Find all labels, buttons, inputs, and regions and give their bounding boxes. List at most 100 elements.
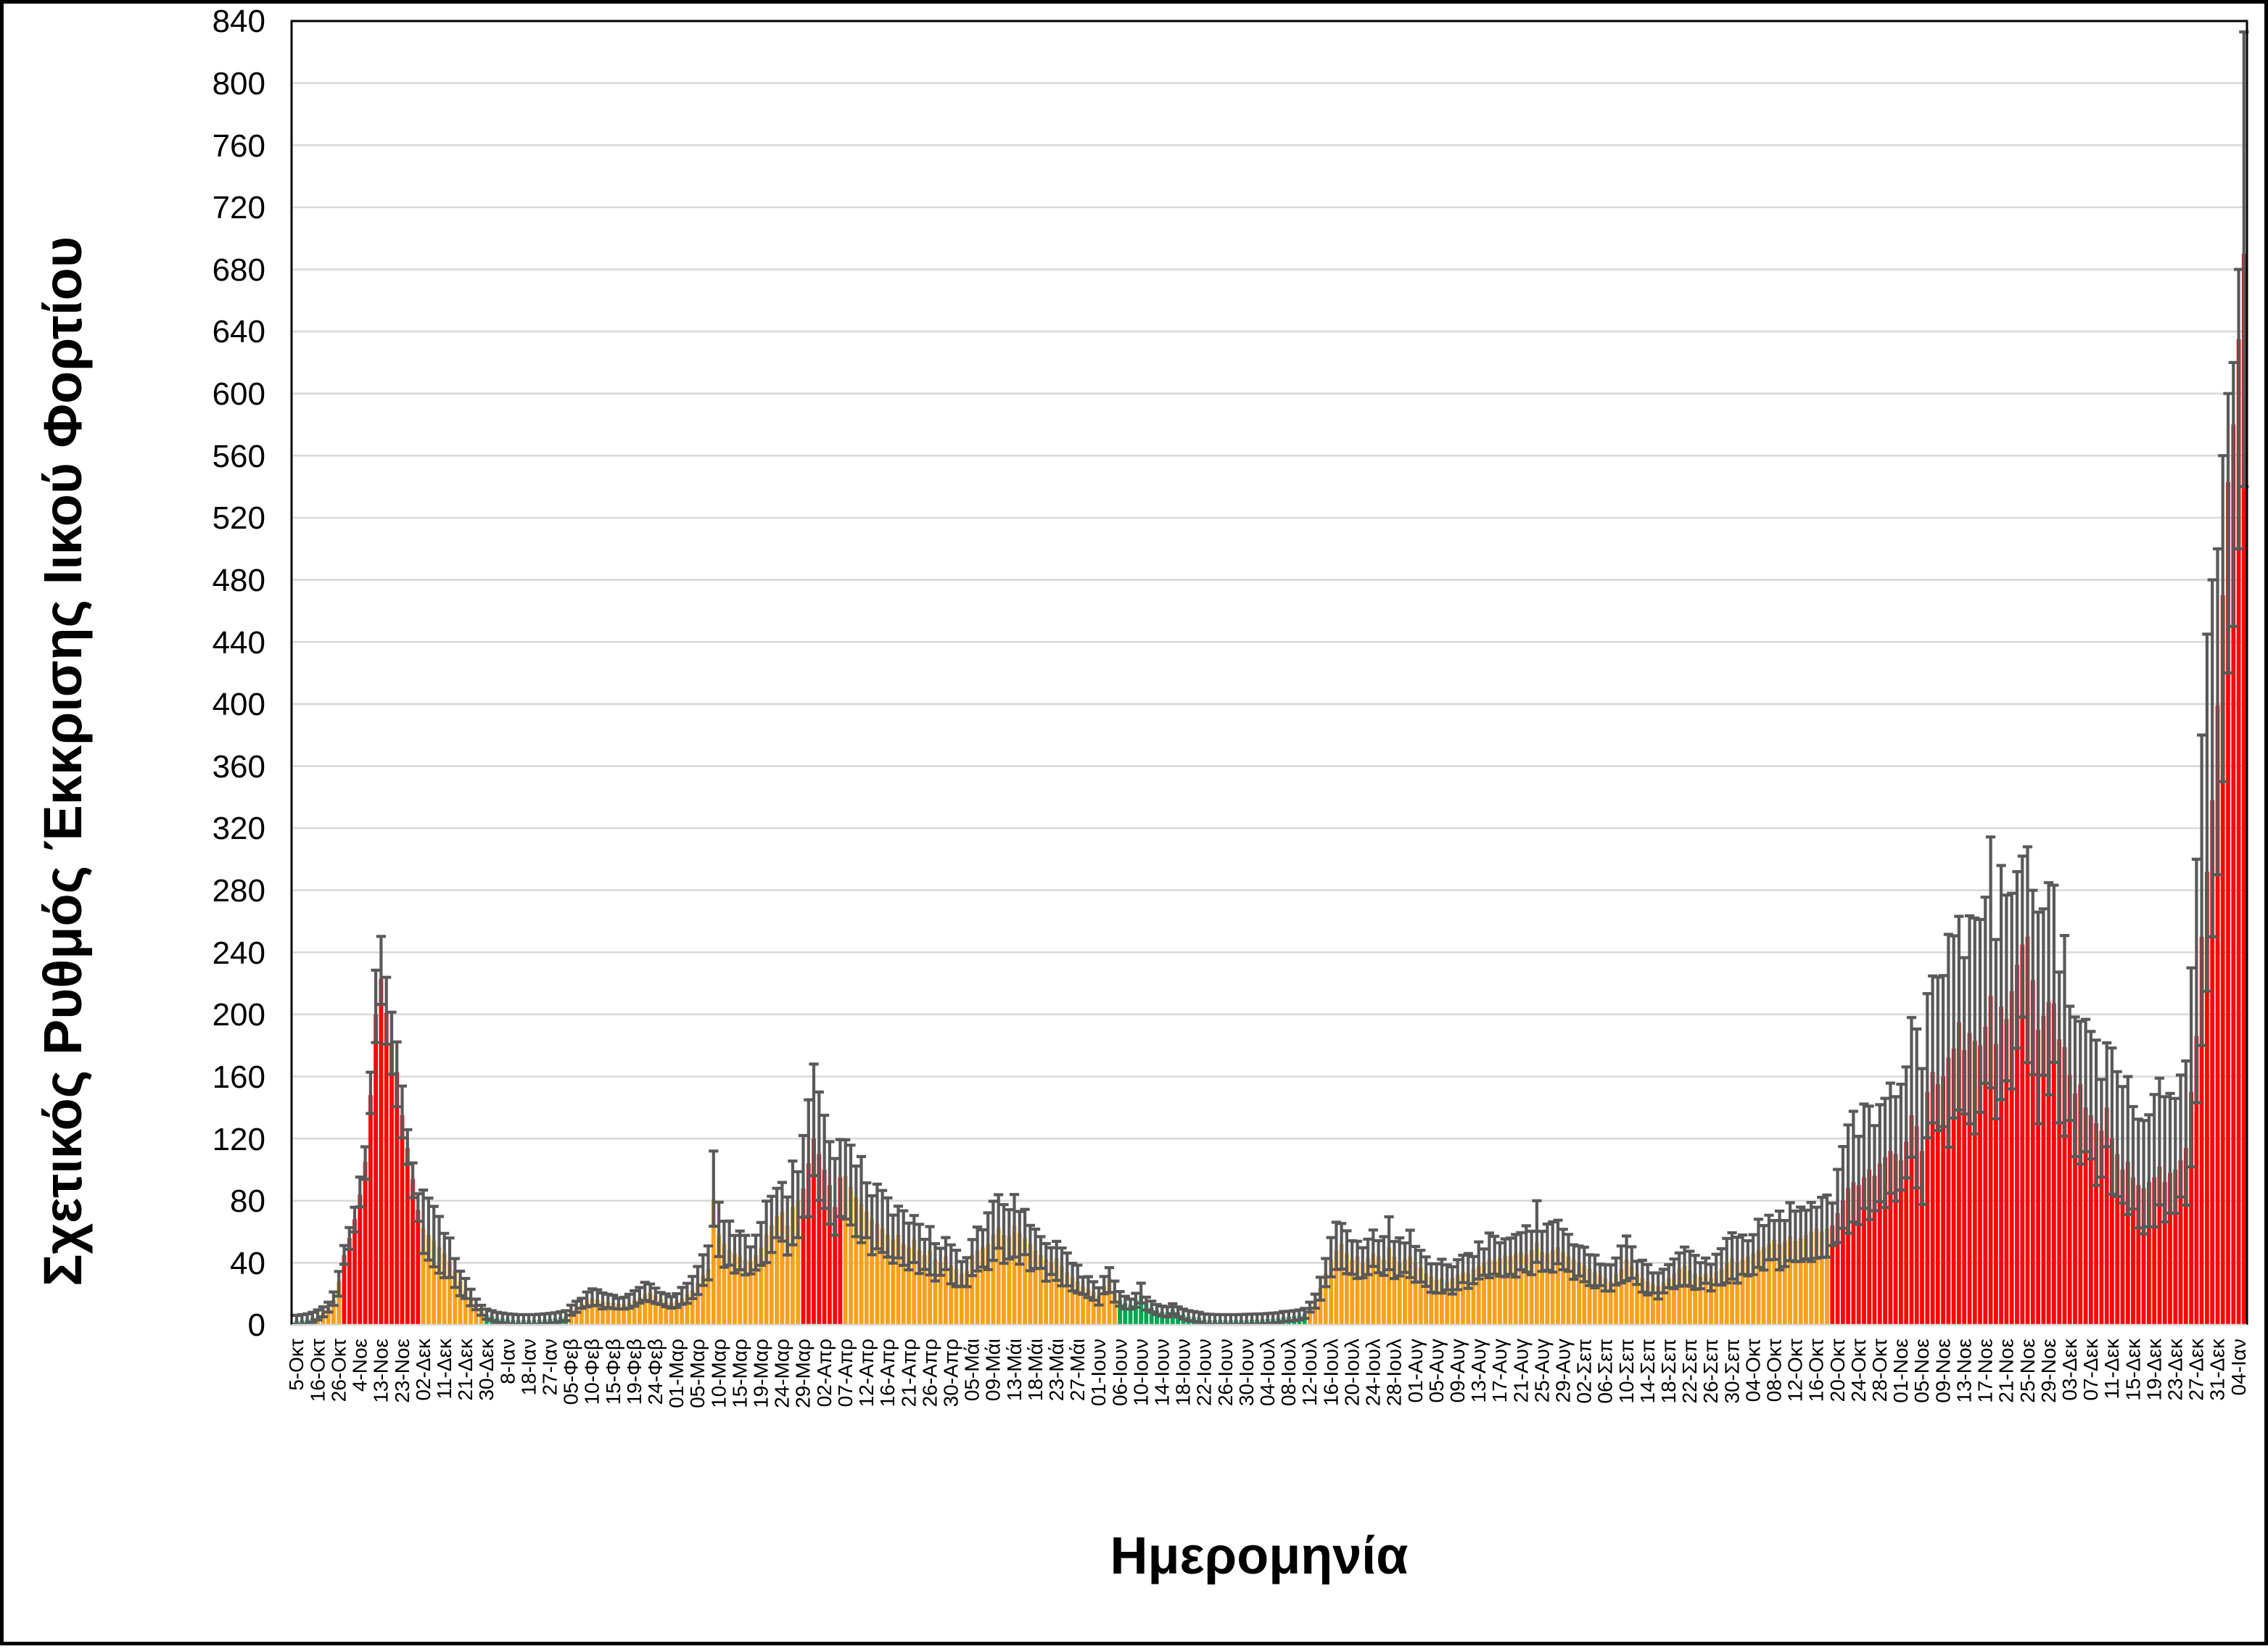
svg-text:28-Οκτ: 28-Οκτ bbox=[1868, 1339, 1891, 1402]
svg-text:13-Αυγ: 13-Αυγ bbox=[1467, 1339, 1490, 1402]
svg-text:29-Νοε: 29-Νοε bbox=[2037, 1339, 2060, 1403]
svg-text:27-Μάι: 27-Μάι bbox=[1066, 1339, 1089, 1401]
svg-text:02-Σεπ: 02-Σεπ bbox=[1573, 1339, 1596, 1404]
svg-text:24-Μαρ: 24-Μαρ bbox=[771, 1339, 793, 1408]
svg-text:01-Μαρ: 01-Μαρ bbox=[665, 1339, 688, 1408]
svg-text:23-Δεκ: 23-Δεκ bbox=[2164, 1338, 2187, 1401]
svg-text:360: 360 bbox=[213, 749, 265, 785]
svg-text:05-Φεβ: 05-Φεβ bbox=[560, 1339, 582, 1405]
svg-text:Σχετικός Ρυθμός Έκκρισης Ιικού: Σχετικός Ρυθμός Έκκρισης Ιικού Φορτίου bbox=[33, 236, 93, 1286]
svg-text:21-Απρ: 21-Απρ bbox=[897, 1339, 920, 1407]
svg-text:10-Μαρ: 10-Μαρ bbox=[707, 1339, 730, 1408]
svg-text:19-Μαρ: 19-Μαρ bbox=[750, 1339, 772, 1408]
svg-text:19-Φεβ: 19-Φεβ bbox=[623, 1339, 646, 1405]
svg-text:06-Σεπ: 06-Σεπ bbox=[1594, 1339, 1617, 1404]
svg-text:160: 160 bbox=[213, 1059, 265, 1095]
svg-text:20-Οκτ: 20-Οκτ bbox=[1826, 1339, 1849, 1402]
svg-text:21-Δεκ: 21-Δεκ bbox=[454, 1338, 477, 1401]
svg-text:26-Οκτ: 26-Οκτ bbox=[327, 1339, 350, 1402]
svg-text:440: 440 bbox=[213, 625, 265, 661]
svg-text:29-Μαρ: 29-Μαρ bbox=[792, 1339, 815, 1408]
svg-text:09-Νοε: 09-Νοε bbox=[1931, 1339, 1954, 1403]
svg-text:600: 600 bbox=[213, 376, 265, 412]
svg-text:760: 760 bbox=[213, 128, 265, 164]
svg-text:24-Φεβ: 24-Φεβ bbox=[644, 1339, 667, 1405]
svg-text:01-Νοε: 01-Νοε bbox=[1889, 1339, 1912, 1403]
svg-text:640: 640 bbox=[213, 314, 265, 350]
svg-text:560: 560 bbox=[213, 439, 265, 474]
svg-text:26-Απρ: 26-Απρ bbox=[918, 1339, 941, 1407]
svg-text:26-Σεπ: 26-Σεπ bbox=[1699, 1339, 1722, 1404]
svg-text:31-Δεκ: 31-Δεκ bbox=[2206, 1338, 2229, 1401]
svg-text:04-Ιαν: 04-Ιαν bbox=[2227, 1339, 2250, 1395]
svg-text:320: 320 bbox=[213, 811, 265, 846]
svg-text:08-Ιουλ: 08-Ιουλ bbox=[1277, 1339, 1300, 1406]
svg-text:25-Νοε: 25-Νοε bbox=[2016, 1339, 2039, 1403]
svg-text:04-Ιουλ: 04-Ιουλ bbox=[1256, 1339, 1279, 1406]
svg-text:19-Δεκ: 19-Δεκ bbox=[2143, 1338, 2165, 1401]
svg-text:12-Οκτ: 12-Οκτ bbox=[1784, 1339, 1807, 1402]
svg-text:16-Οκτ: 16-Οκτ bbox=[1805, 1339, 1828, 1402]
svg-text:18-Ιουν: 18-Ιουν bbox=[1172, 1339, 1195, 1406]
svg-text:07-Δεκ: 07-Δεκ bbox=[2079, 1338, 2102, 1401]
svg-text:240: 240 bbox=[213, 935, 265, 971]
svg-text:18-Σεπ: 18-Σεπ bbox=[1657, 1339, 1680, 1404]
svg-text:4-Νοε: 4-Νοε bbox=[349, 1339, 371, 1392]
svg-text:13-Μάι: 13-Μάι bbox=[1003, 1339, 1026, 1401]
svg-text:18-Ιαν: 18-Ιαν bbox=[517, 1339, 540, 1395]
svg-text:720: 720 bbox=[213, 190, 265, 226]
svg-text:21-Νοε: 21-Νοε bbox=[1995, 1339, 2018, 1403]
svg-text:02-Δεκ: 02-Δεκ bbox=[412, 1338, 434, 1401]
svg-text:12-Ιουλ: 12-Ιουλ bbox=[1298, 1339, 1321, 1406]
svg-text:10-Σεπ: 10-Σεπ bbox=[1615, 1339, 1638, 1404]
svg-text:520: 520 bbox=[213, 500, 265, 536]
svg-text:01-Αυγ: 01-Αυγ bbox=[1404, 1339, 1427, 1402]
svg-text:16-Οκτ: 16-Οκτ bbox=[306, 1339, 329, 1402]
svg-text:09-Αυγ: 09-Αυγ bbox=[1446, 1339, 1469, 1402]
svg-text:01-Ιουν: 01-Ιουν bbox=[1087, 1339, 1110, 1406]
svg-text:12-Απρ: 12-Απρ bbox=[855, 1339, 878, 1407]
svg-text:120: 120 bbox=[213, 1122, 265, 1157]
svg-text:280: 280 bbox=[213, 873, 265, 909]
svg-text:15-Φεβ: 15-Φεβ bbox=[602, 1339, 624, 1405]
svg-text:27-Δεκ: 27-Δεκ bbox=[2185, 1338, 2208, 1401]
svg-text:28-Ιουλ: 28-Ιουλ bbox=[1383, 1339, 1406, 1406]
svg-text:30-Ιουν: 30-Ιουν bbox=[1235, 1339, 1258, 1406]
svg-text:22-Ιουν: 22-Ιουν bbox=[1193, 1339, 1216, 1406]
svg-text:24-Οκτ: 24-Οκτ bbox=[1847, 1339, 1870, 1402]
svg-text:16-Απρ: 16-Απρ bbox=[876, 1339, 899, 1407]
svg-text:04-Οκτ: 04-Οκτ bbox=[1741, 1339, 1764, 1402]
svg-text:80: 80 bbox=[230, 1183, 265, 1219]
svg-text:27-Ιαν: 27-Ιαν bbox=[539, 1339, 561, 1395]
svg-text:05-Μαρ: 05-Μαρ bbox=[686, 1339, 709, 1408]
svg-text:21-Αυγ: 21-Αυγ bbox=[1509, 1339, 1532, 1402]
svg-text:18-Μάι: 18-Μάι bbox=[1024, 1339, 1047, 1401]
svg-text:14-Ιουν: 14-Ιουν bbox=[1151, 1339, 1174, 1406]
svg-text:680: 680 bbox=[213, 252, 265, 288]
svg-text:23-Μάι: 23-Μάι bbox=[1045, 1339, 1068, 1401]
svg-text:30-Δεκ: 30-Δεκ bbox=[475, 1338, 498, 1401]
svg-text:05-Μάι: 05-Μάι bbox=[961, 1339, 984, 1401]
svg-text:22-Σεπ: 22-Σεπ bbox=[1678, 1339, 1701, 1404]
svg-text:8-Ιαν: 8-Ιαν bbox=[496, 1339, 519, 1384]
svg-text:02-Απρ: 02-Απρ bbox=[813, 1339, 836, 1407]
svg-text:200: 200 bbox=[213, 997, 265, 1033]
svg-text:09-Μάι: 09-Μάι bbox=[982, 1339, 1005, 1401]
svg-text:15-Δεκ: 15-Δεκ bbox=[2121, 1338, 2144, 1401]
svg-text:480: 480 bbox=[213, 563, 265, 598]
svg-text:0: 0 bbox=[248, 1307, 265, 1343]
svg-text:20-Ιουλ: 20-Ιουλ bbox=[1340, 1339, 1363, 1406]
svg-text:23-Νοε: 23-Νοε bbox=[391, 1339, 413, 1403]
svg-text:40: 40 bbox=[230, 1246, 265, 1281]
svg-text:25-Αυγ: 25-Αυγ bbox=[1530, 1339, 1553, 1402]
svg-text:800: 800 bbox=[213, 66, 265, 102]
svg-text:29-Αυγ: 29-Αυγ bbox=[1552, 1339, 1575, 1402]
svg-text:13-Νοε: 13-Νοε bbox=[1953, 1339, 1976, 1403]
svg-text:17-Αυγ: 17-Αυγ bbox=[1488, 1339, 1511, 1402]
svg-text:13-Νοε: 13-Νοε bbox=[370, 1339, 392, 1403]
svg-text:05-Αυγ: 05-Αυγ bbox=[1425, 1339, 1448, 1402]
svg-text:14-Σεπ: 14-Σεπ bbox=[1636, 1339, 1659, 1404]
svg-text:400: 400 bbox=[213, 687, 265, 722]
svg-text:05-Νοε: 05-Νοε bbox=[1910, 1339, 1933, 1403]
svg-text:30-Σεπ: 30-Σεπ bbox=[1720, 1339, 1743, 1404]
